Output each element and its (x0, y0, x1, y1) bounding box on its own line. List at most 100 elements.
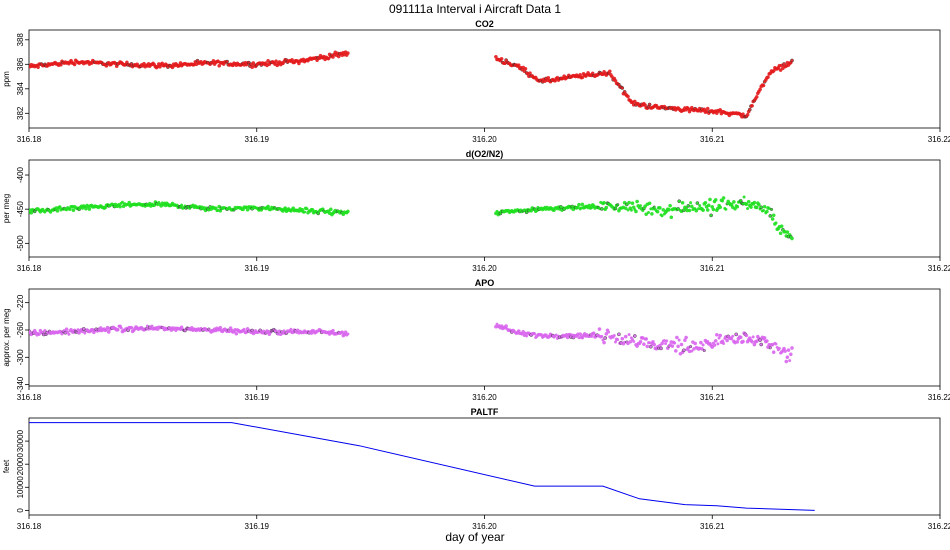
data-point (346, 51, 350, 55)
x-tick-label: 316.19 (245, 135, 270, 144)
altitude-line (29, 422, 815, 511)
data-point (677, 199, 682, 204)
y-tick-label: -300 (16, 349, 25, 366)
data-point (305, 207, 309, 211)
x-tick-label: 316.21 (700, 135, 725, 144)
data-point (632, 339, 636, 344)
y-axis-label: ppm (2, 71, 11, 87)
data-point (713, 339, 718, 343)
x-tick-label: 316.18 (17, 522, 42, 531)
data-point (703, 200, 708, 205)
x-tick-label: 316.21 (700, 264, 725, 273)
data-point (346, 209, 350, 214)
data-point (150, 324, 154, 328)
data-point (744, 202, 749, 207)
data-point (790, 236, 794, 241)
data-point (628, 339, 633, 344)
data-point (761, 83, 766, 88)
data-point (700, 347, 704, 351)
panel-title: CO2 (475, 19, 494, 29)
data-point (750, 103, 754, 108)
data-point (607, 69, 612, 74)
data-point (676, 207, 680, 211)
data-point (343, 330, 348, 335)
data-point (647, 201, 652, 206)
data-point (81, 327, 86, 331)
data-point (603, 336, 608, 340)
data-point (627, 333, 631, 337)
data-point (303, 210, 307, 214)
data-point (693, 341, 698, 346)
data-point (664, 342, 668, 346)
data-point (765, 209, 769, 214)
x-tick-label: 316.19 (245, 393, 270, 402)
data-point (770, 217, 775, 221)
data-point (616, 203, 620, 207)
data-point (759, 342, 764, 347)
data-point (554, 333, 558, 337)
data-point (607, 330, 611, 334)
data-point (790, 346, 794, 350)
panel-title: d(O2/N2) (466, 149, 504, 159)
data-point (115, 327, 120, 332)
data-point (232, 208, 236, 212)
data-point (788, 352, 793, 357)
data-point (612, 333, 616, 338)
data-point (346, 332, 350, 336)
data-point (659, 346, 663, 351)
data-point (770, 342, 775, 347)
data-point (600, 334, 604, 338)
data-point (87, 207, 92, 211)
data-point (152, 203, 157, 208)
data-point (326, 56, 331, 61)
data-point (742, 195, 746, 199)
data-point (282, 329, 286, 333)
data-point (765, 339, 769, 343)
data-point (632, 334, 637, 338)
data-point (731, 334, 735, 338)
y-tick-label: 0 (16, 508, 25, 513)
data-point (757, 202, 761, 207)
data-point (580, 202, 585, 207)
x-tick-label: 316.20 (472, 264, 497, 273)
data-point (777, 346, 781, 350)
data-point (669, 215, 674, 220)
x-tick-label: 316.18 (17, 135, 42, 144)
data-point (645, 344, 650, 349)
data-point (746, 199, 751, 204)
data-point (709, 213, 713, 218)
data-point (687, 208, 692, 213)
data-point (749, 205, 753, 209)
data-point (642, 342, 646, 347)
panel-paltf: PALTF 316.18 316.19 316.20 316.21 316.22 0 1000… (2, 407, 950, 531)
y-tick-label: 10000 (16, 476, 25, 499)
data-point (597, 327, 602, 331)
x-tick-label: 316.22 (928, 135, 950, 144)
data-point (120, 200, 124, 204)
data-point (702, 348, 706, 353)
data-point (785, 355, 790, 360)
data-point (119, 326, 123, 330)
data-point (705, 106, 710, 111)
data-point (652, 342, 657, 347)
data-point (630, 201, 635, 206)
data-point (616, 338, 620, 342)
x-tick-label: 316.20 (472, 522, 497, 531)
data-point (578, 332, 583, 336)
data-point (67, 332, 71, 336)
data-point (705, 208, 710, 212)
data-point (766, 75, 770, 79)
data-point (771, 213, 776, 218)
data-point (646, 210, 651, 215)
data-point (689, 204, 694, 209)
data-point (242, 327, 246, 331)
x-tick-label: 316.21 (700, 393, 725, 402)
y-tick-label: -500 (16, 235, 25, 252)
data-point (778, 231, 783, 236)
data-point (677, 338, 681, 342)
data-point (72, 62, 77, 67)
data-point (689, 345, 693, 349)
data-point (218, 325, 223, 330)
data-point (499, 56, 504, 61)
data-point (735, 204, 740, 209)
